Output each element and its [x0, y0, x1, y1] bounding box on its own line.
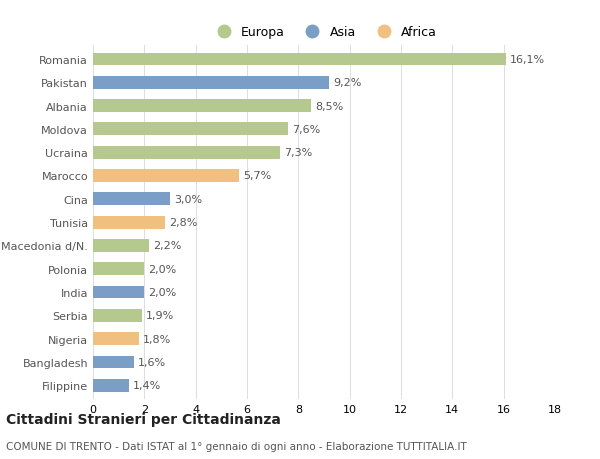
Text: COMUNE DI TRENTO - Dati ISTAT al 1° gennaio di ogni anno - Elaborazione TUTTITAL: COMUNE DI TRENTO - Dati ISTAT al 1° genn…: [6, 441, 467, 451]
Text: 1,4%: 1,4%: [133, 381, 161, 390]
Bar: [93, 193, 170, 206]
Bar: [93, 379, 129, 392]
Text: 7,3%: 7,3%: [284, 148, 313, 158]
Text: 2,8%: 2,8%: [169, 218, 197, 228]
Bar: [93, 332, 139, 345]
Text: 8,5%: 8,5%: [315, 101, 343, 112]
Bar: [93, 286, 145, 299]
Text: 1,6%: 1,6%: [138, 357, 166, 367]
Text: 7,6%: 7,6%: [292, 124, 320, 134]
Bar: [93, 77, 329, 90]
Bar: [93, 263, 145, 275]
Text: 2,0%: 2,0%: [148, 264, 176, 274]
Text: 1,9%: 1,9%: [146, 311, 174, 321]
Text: 2,2%: 2,2%: [154, 241, 182, 251]
Bar: [93, 240, 149, 252]
Bar: [93, 170, 239, 183]
Text: Cittadini Stranieri per Cittadinanza: Cittadini Stranieri per Cittadinanza: [6, 412, 281, 426]
Text: 1,8%: 1,8%: [143, 334, 172, 344]
Bar: [93, 53, 506, 66]
Text: 3,0%: 3,0%: [174, 194, 202, 204]
Bar: [93, 216, 165, 229]
Bar: [93, 100, 311, 113]
Bar: [93, 356, 134, 369]
Bar: [93, 123, 288, 136]
Legend: Europa, Asia, Africa: Europa, Asia, Africa: [207, 22, 441, 43]
Bar: [93, 146, 280, 159]
Bar: [93, 309, 142, 322]
Text: 5,7%: 5,7%: [243, 171, 271, 181]
Text: 16,1%: 16,1%: [510, 55, 545, 65]
Text: 2,0%: 2,0%: [148, 287, 176, 297]
Text: 9,2%: 9,2%: [333, 78, 361, 88]
